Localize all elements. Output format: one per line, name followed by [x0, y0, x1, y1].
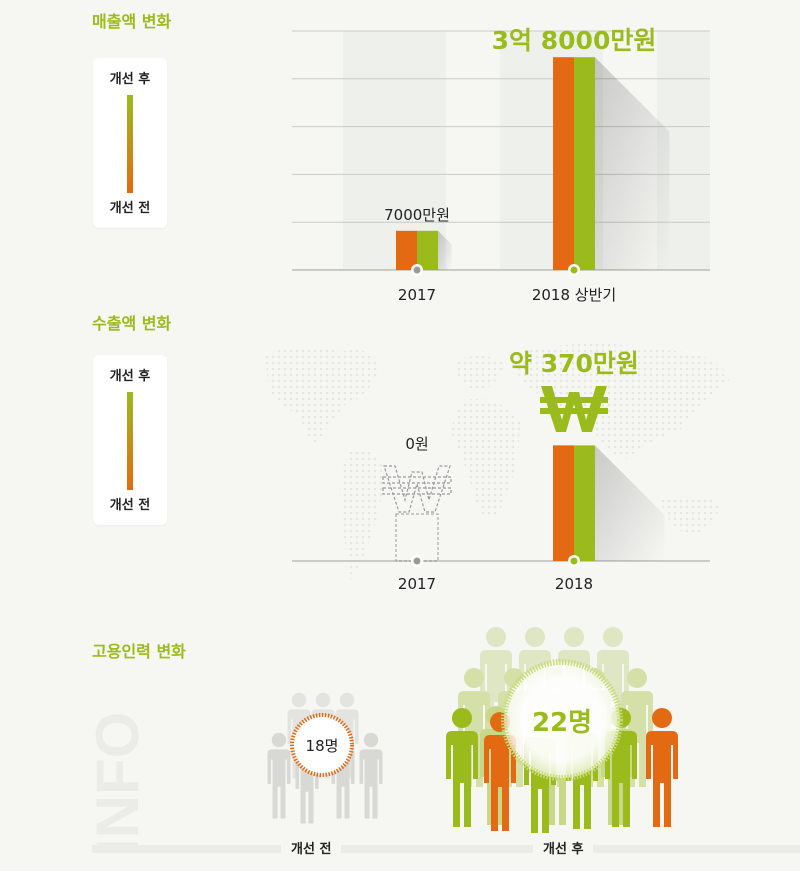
bar-shadow [595, 57, 670, 271]
bottom-divider [92, 845, 800, 853]
sales-bars: 2017 7000만원 2018 상반기 3억 8000만원 [384, 26, 670, 304]
person-icon [359, 732, 383, 819]
x-tick-label: 2017 [398, 286, 436, 304]
data-label: 22명 [532, 708, 592, 738]
person-icon [267, 732, 291, 819]
count-ring-before [290, 713, 354, 777]
bar-empty-outline [395, 513, 439, 562]
sales-section-title: 매출액 변화 [92, 12, 172, 31]
axis-marker-dot [570, 266, 578, 274]
legend-after-label: 개선 후 [109, 369, 151, 384]
export-bars: 0원 2017 약 370만원 2018 [292, 349, 710, 593]
data-label: 약 370만원 [509, 349, 639, 378]
export-legend: 개선 후 개선 전 [93, 355, 167, 525]
legend-gradient-bar [127, 95, 133, 193]
world-map-dots [265, 343, 730, 580]
export-section-title: 수출액 변화 [92, 314, 172, 333]
won-sign-icon [382, 465, 452, 513]
employ-section-title: 고용인력 변화 [92, 642, 186, 661]
employ-after-label: 개선 후 [533, 838, 594, 857]
data-label: 0원 [405, 435, 428, 453]
info-watermark: INFO [84, 712, 151, 855]
data-label: 18명 [306, 737, 339, 755]
people-figures: 18명 22명 [267, 627, 678, 833]
sales-legend: 개선 후 개선 전 [93, 58, 167, 228]
employ-before-label: 개선 전 [281, 838, 342, 857]
person-icon [646, 708, 678, 827]
axis-marker-dot [413, 557, 421, 565]
legend-gradient-bar [127, 392, 133, 490]
legend-after-label: 개선 후 [109, 72, 151, 87]
bar-before [553, 57, 574, 271]
bar-before [553, 445, 574, 561]
data-label: 7000만원 [384, 206, 450, 224]
won-sign-icon [540, 386, 608, 432]
bg-column [343, 31, 446, 270]
bar-shadow [438, 230, 452, 270]
legend-before-label: 개선 전 [109, 498, 151, 513]
person-icon [446, 708, 478, 827]
axis-marker-dot [413, 266, 421, 274]
data-label: 3억 8000만원 [492, 26, 657, 55]
legend-before-label: 개선 전 [109, 201, 151, 216]
bar-before [396, 230, 417, 270]
bar-after [574, 445, 595, 561]
bar-after [574, 57, 595, 271]
x-tick-label: 2017 [398, 575, 436, 593]
bar-after [417, 230, 438, 270]
axis-marker-dot [570, 557, 578, 565]
bar-shadow [595, 445, 665, 561]
x-tick-label: 2018 [555, 575, 593, 593]
x-tick-label: 2018 상반기 [532, 286, 616, 304]
count-ring-after [501, 659, 623, 781]
